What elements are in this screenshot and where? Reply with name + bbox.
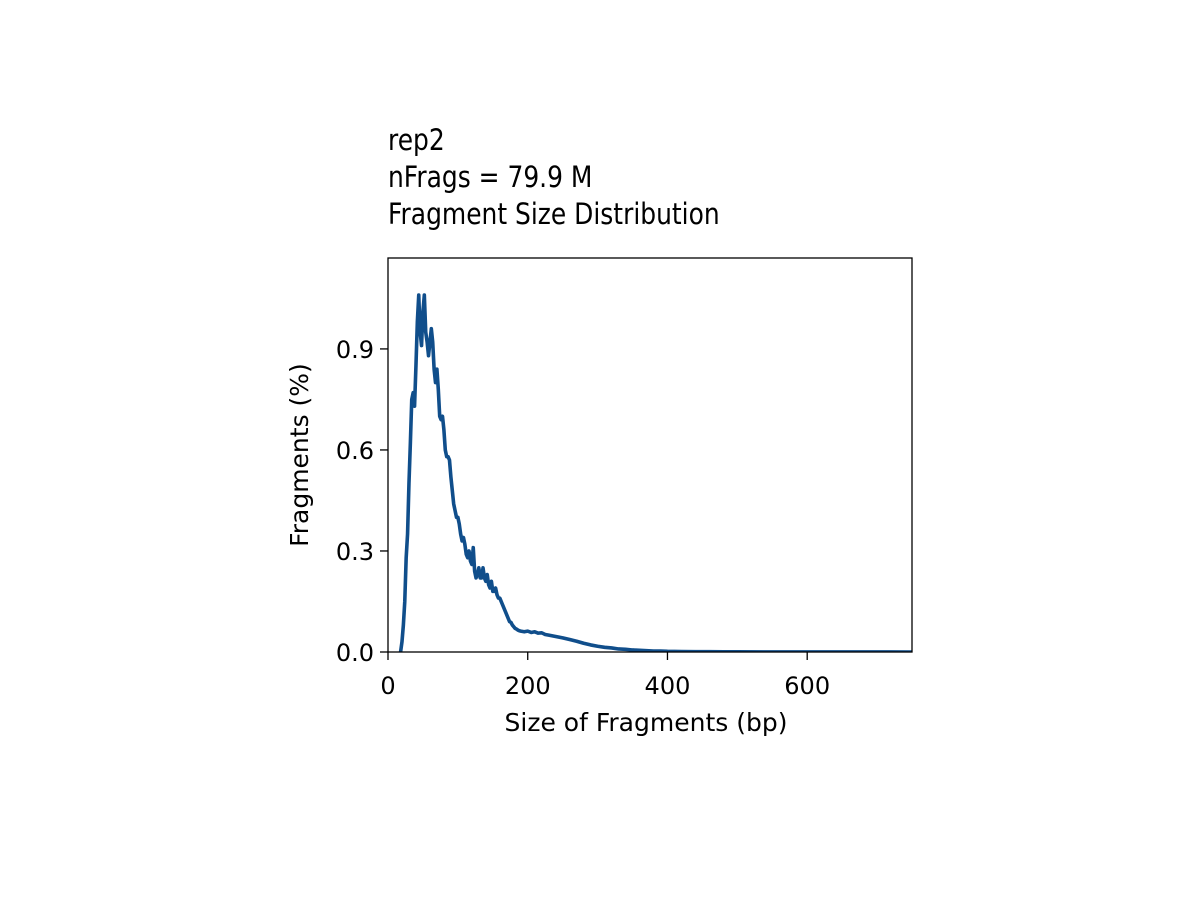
x-axis-label: Size of Fragments (bp) — [505, 708, 788, 737]
x-tick-label: 400 — [645, 672, 691, 700]
y-tick-label: 0.9 — [336, 336, 374, 364]
chart-title-line-3: Fragment Size Distribution — [388, 197, 720, 231]
x-tick-label: 0 — [380, 672, 395, 700]
plot-area — [398, 293, 912, 652]
y-tick-label: 0.3 — [336, 538, 374, 566]
y-axis-label: Fragments (%) — [285, 363, 314, 547]
chart-title: rep2 nFrags = 79.9 M Fragment Size Distr… — [388, 122, 988, 233]
plot-frame — [387, 257, 913, 653]
x-tick-label: 600 — [784, 672, 830, 700]
series-line-0 — [398, 293, 912, 652]
y-tick-label: 0.6 — [336, 437, 374, 465]
y-tick-label: 0.0 — [336, 639, 374, 667]
chart-title-line-1: rep2 — [388, 123, 445, 157]
x-tick-label: 200 — [505, 672, 551, 700]
chart-title-line-2: nFrags = 79.9 M — [388, 160, 593, 194]
axes: 0 200 400 600 0.0 0.3 0.6 0.9 — [336, 257, 913, 700]
